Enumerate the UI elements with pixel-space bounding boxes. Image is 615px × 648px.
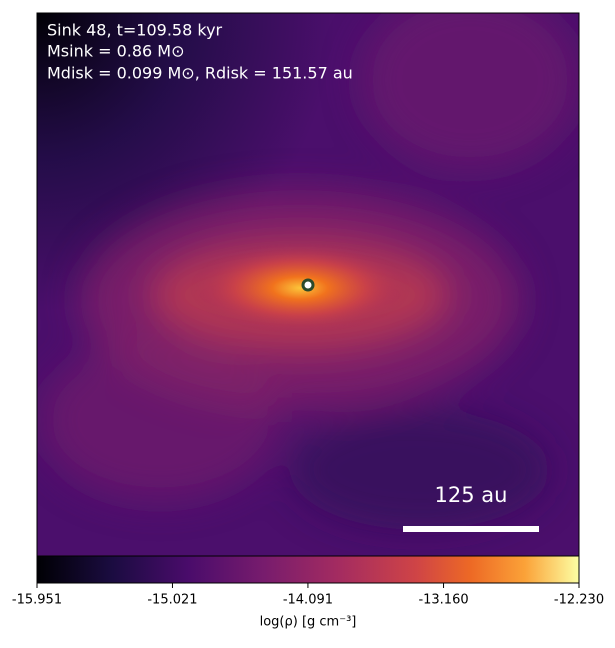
colorbar-tick-label: -15.951 [12, 593, 62, 608]
colorbar [36, 555, 580, 584]
colorbar-tick-label: -15.021 [147, 593, 197, 608]
colorbar-label: log(ρ) [g cm⁻³] [260, 615, 357, 630]
colorbar-tick-label: -14.091 [283, 593, 333, 608]
colorbar-tick-label: -13.160 [418, 593, 468, 608]
annotation: Mdisk = 0.099 M⊙, Rdisk = 151.57 au [47, 64, 353, 83]
scale-bar-label: 125 au [435, 483, 508, 507]
density-map [37, 13, 579, 556]
annotation: Msink = 0.86 M⊙ [47, 42, 185, 61]
colorbar-tick-label: -12.230 [554, 593, 604, 608]
scale-bar [403, 526, 539, 532]
sink-marker [301, 278, 315, 292]
annotation: Sink 48, t=109.58 kyr [47, 21, 223, 40]
